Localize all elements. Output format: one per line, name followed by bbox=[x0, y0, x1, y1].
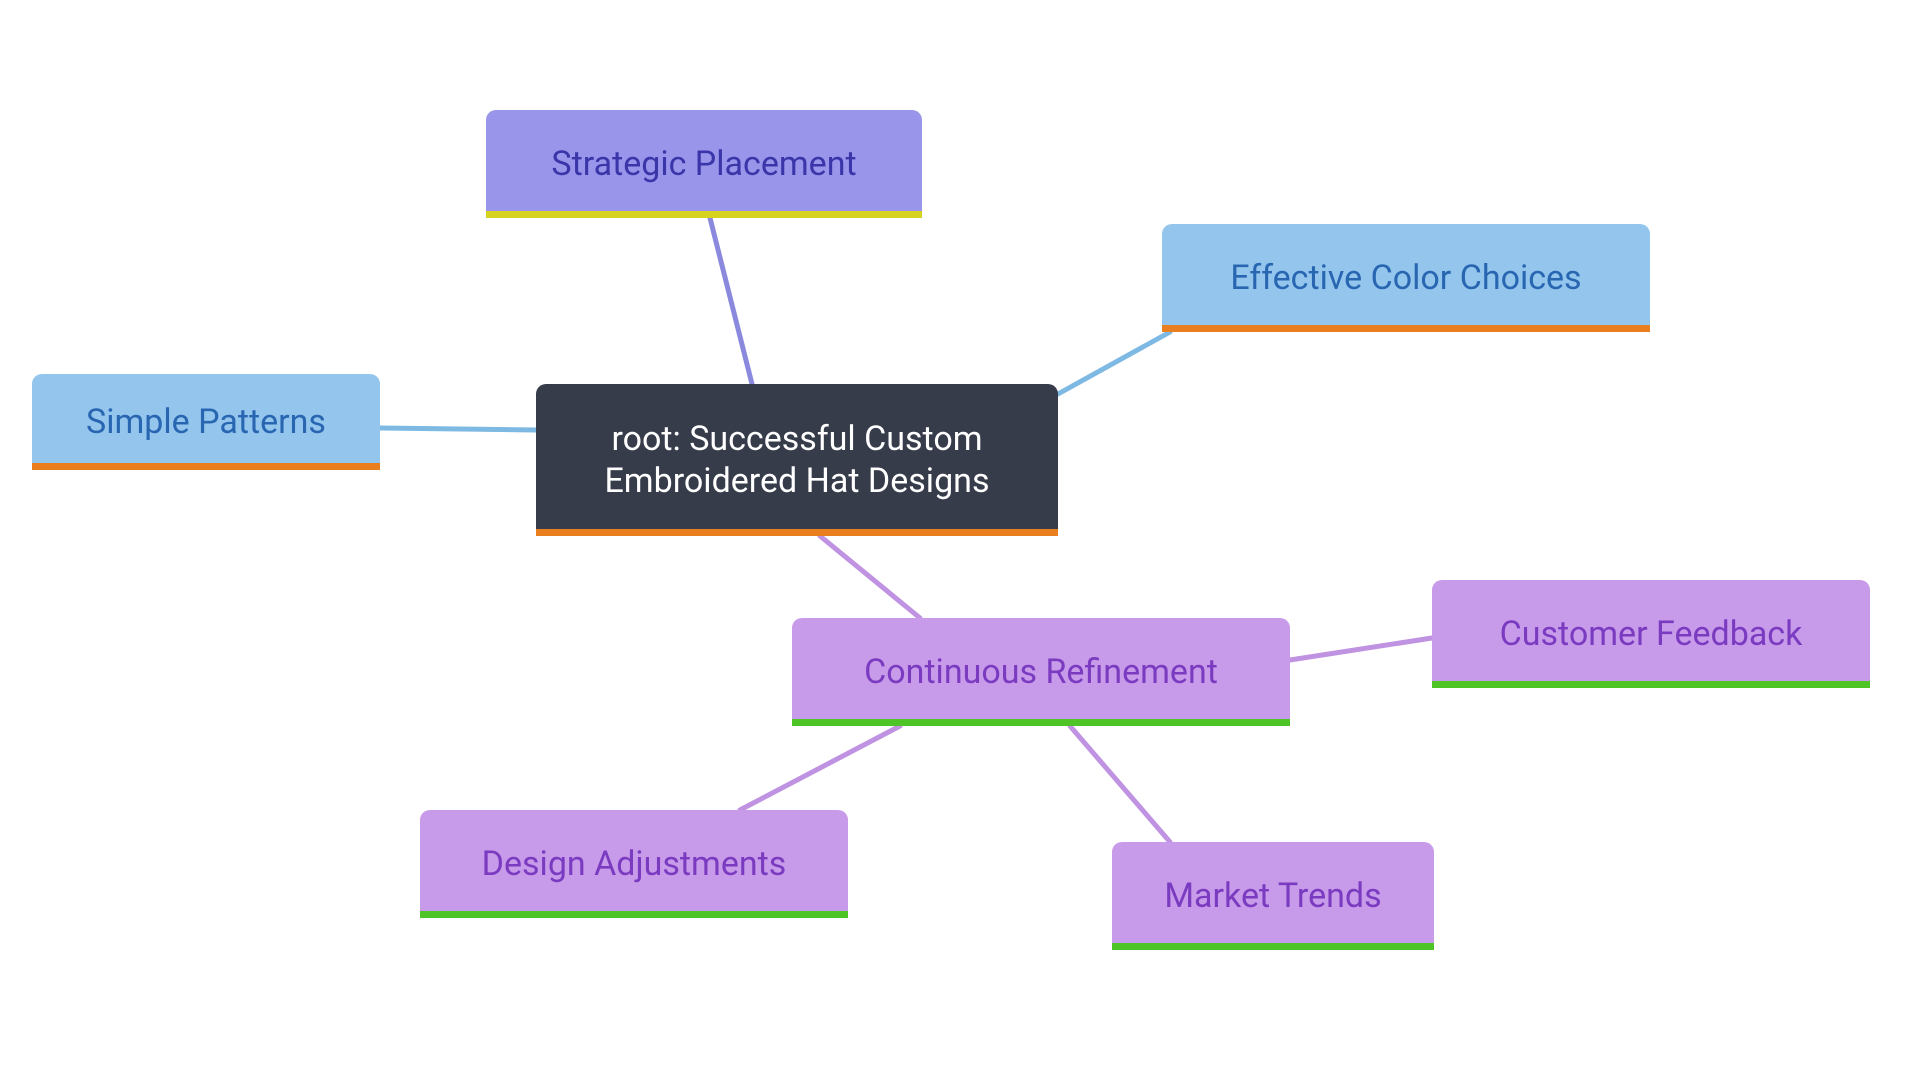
edge-root-effective bbox=[1058, 332, 1170, 394]
edge-root-simple bbox=[380, 428, 536, 430]
node-underline-simple bbox=[32, 463, 380, 470]
node-underline-effective bbox=[1162, 325, 1650, 332]
node-underline-market bbox=[1112, 943, 1434, 950]
node-underline-design bbox=[420, 911, 848, 918]
edge-root-continuous bbox=[820, 536, 920, 618]
node-strategic[interactable]: Strategic Placement bbox=[486, 110, 922, 218]
node-effective[interactable]: Effective Color Choices bbox=[1162, 224, 1650, 332]
node-label-root: root: Successful Custom Embroidered Hat … bbox=[564, 418, 1030, 503]
node-label-simple: Simple Patterns bbox=[86, 401, 326, 444]
edges-layer bbox=[0, 0, 1920, 1080]
node-label-market: Market Trends bbox=[1164, 875, 1381, 918]
edge-continuous-design bbox=[740, 726, 900, 810]
node-root[interactable]: root: Successful Custom Embroidered Hat … bbox=[536, 384, 1058, 536]
mindmap-canvas: root: Successful Custom Embroidered Hat … bbox=[0, 0, 1920, 1080]
node-label-customer: Customer Feedback bbox=[1500, 613, 1803, 656]
node-underline-root bbox=[536, 529, 1058, 536]
node-label-continuous: Continuous Refinement bbox=[864, 651, 1218, 694]
edge-continuous-market bbox=[1070, 726, 1170, 842]
node-underline-strategic bbox=[486, 211, 922, 218]
node-label-effective: Effective Color Choices bbox=[1230, 257, 1581, 300]
node-customer[interactable]: Customer Feedback bbox=[1432, 580, 1870, 688]
node-underline-customer bbox=[1432, 681, 1870, 688]
edge-root-strategic bbox=[710, 218, 752, 384]
node-simple[interactable]: Simple Patterns bbox=[32, 374, 380, 470]
node-continuous[interactable]: Continuous Refinement bbox=[792, 618, 1290, 726]
node-label-strategic: Strategic Placement bbox=[551, 143, 856, 186]
node-design[interactable]: Design Adjustments bbox=[420, 810, 848, 918]
node-market[interactable]: Market Trends bbox=[1112, 842, 1434, 950]
node-label-design: Design Adjustments bbox=[482, 843, 787, 886]
node-underline-continuous bbox=[792, 719, 1290, 726]
edge-continuous-customer bbox=[1290, 638, 1432, 660]
